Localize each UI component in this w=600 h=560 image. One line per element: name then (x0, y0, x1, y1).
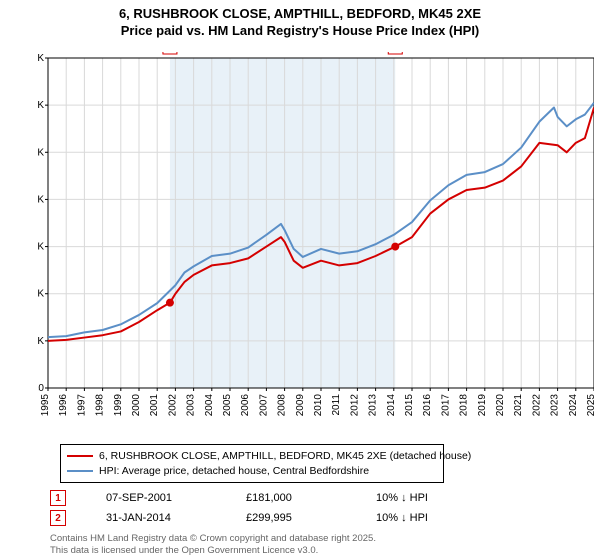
svg-text:2002: 2002 (167, 394, 178, 417)
legend-box: 6, RUSHBROOK CLOSE, AMPTHILL, BEDFORD, M… (60, 444, 444, 483)
svg-text:2001: 2001 (149, 394, 160, 417)
svg-text:2015: 2015 (404, 394, 415, 417)
transaction-row-2: 2 31-JAN-2014 £299,995 10% ↓ HPI (50, 510, 486, 526)
svg-text:£300K: £300K (38, 242, 44, 253)
svg-text:2: 2 (392, 52, 398, 54)
svg-text:2025: 2025 (586, 394, 594, 417)
marker-badge: 2 (50, 510, 66, 526)
legend-row: HPI: Average price, detached house, Cent… (67, 464, 437, 479)
svg-text:2017: 2017 (440, 394, 451, 417)
svg-text:2021: 2021 (513, 394, 524, 417)
transaction-price: £181,000 (246, 492, 336, 504)
svg-text:£200K: £200K (38, 289, 44, 300)
svg-text:1: 1 (167, 52, 173, 54)
svg-text:1995: 1995 (40, 394, 51, 417)
svg-text:£100K: £100K (38, 336, 44, 347)
title-line-1: 6, RUSHBROOK CLOSE, AMPTHILL, BEDFORD, M… (0, 6, 600, 23)
svg-text:2006: 2006 (240, 394, 251, 417)
svg-text:£600K: £600K (38, 100, 44, 111)
svg-text:2018: 2018 (459, 394, 470, 417)
transaction-row-1: 1 07-SEP-2001 £181,000 10% ↓ HPI (50, 490, 486, 506)
legend-label: 6, RUSHBROOK CLOSE, AMPTHILL, BEDFORD, M… (99, 449, 471, 464)
svg-text:2013: 2013 (368, 394, 379, 417)
svg-text:2004: 2004 (204, 394, 215, 417)
svg-text:2003: 2003 (186, 394, 197, 417)
chart-svg: £0 £100K £200K £300K £400K £500K £600K £700K 199… (38, 52, 594, 422)
title-line-2: Price paid vs. HM Land Registry's House … (0, 23, 600, 40)
footer-line-1: Contains HM Land Registry data © Crown c… (50, 533, 376, 544)
svg-text:2022: 2022 (531, 394, 542, 417)
legend-label: HPI: Average price, detached house, Cent… (99, 464, 369, 479)
svg-text:1997: 1997 (76, 394, 87, 417)
svg-text:1998: 1998 (95, 394, 106, 417)
svg-text:2023: 2023 (550, 394, 561, 417)
svg-text:2009: 2009 (295, 394, 306, 417)
title-block: 6, RUSHBROOK CLOSE, AMPTHILL, BEDFORD, M… (0, 0, 600, 40)
svg-text:1996: 1996 (58, 394, 69, 417)
svg-text:£500K: £500K (38, 147, 44, 158)
svg-text:1999: 1999 (113, 394, 124, 417)
svg-text:2014: 2014 (386, 394, 397, 417)
svg-text:2008: 2008 (277, 394, 288, 417)
svg-text:2000: 2000 (131, 394, 142, 417)
chart-container: 6, RUSHBROOK CLOSE, AMPTHILL, BEDFORD, M… (0, 0, 600, 560)
transaction-date: 07-SEP-2001 (106, 492, 206, 504)
transaction-pct: 10% ↓ HPI (376, 512, 486, 524)
legend-row: 6, RUSHBROOK CLOSE, AMPTHILL, BEDFORD, M… (67, 449, 437, 464)
transaction-pct: 10% ↓ HPI (376, 492, 486, 504)
svg-text:£0: £0 (38, 383, 44, 394)
transaction-price: £299,995 (246, 512, 336, 524)
svg-text:2020: 2020 (495, 394, 506, 417)
legend-swatch (67, 470, 93, 472)
footer-line-2: This data is licensed under the Open Gov… (50, 545, 376, 556)
svg-text:2019: 2019 (477, 394, 488, 417)
transaction-date: 31-JAN-2014 (106, 512, 206, 524)
svg-text:£400K: £400K (38, 194, 44, 205)
chart-area: £0 £100K £200K £300K £400K £500K £600K £700K 199… (38, 52, 594, 422)
legend-swatch (67, 455, 93, 457)
footer: Contains HM Land Registry data © Crown c… (50, 533, 376, 556)
svg-text:2010: 2010 (313, 394, 324, 417)
svg-text:2012: 2012 (349, 394, 360, 417)
svg-text:2016: 2016 (422, 394, 433, 417)
marker-badge: 1 (50, 490, 66, 506)
svg-text:2011: 2011 (331, 394, 342, 416)
svg-text:2005: 2005 (222, 394, 233, 417)
svg-text:£700K: £700K (38, 53, 44, 64)
svg-text:2024: 2024 (568, 394, 579, 417)
svg-text:2007: 2007 (258, 394, 269, 417)
